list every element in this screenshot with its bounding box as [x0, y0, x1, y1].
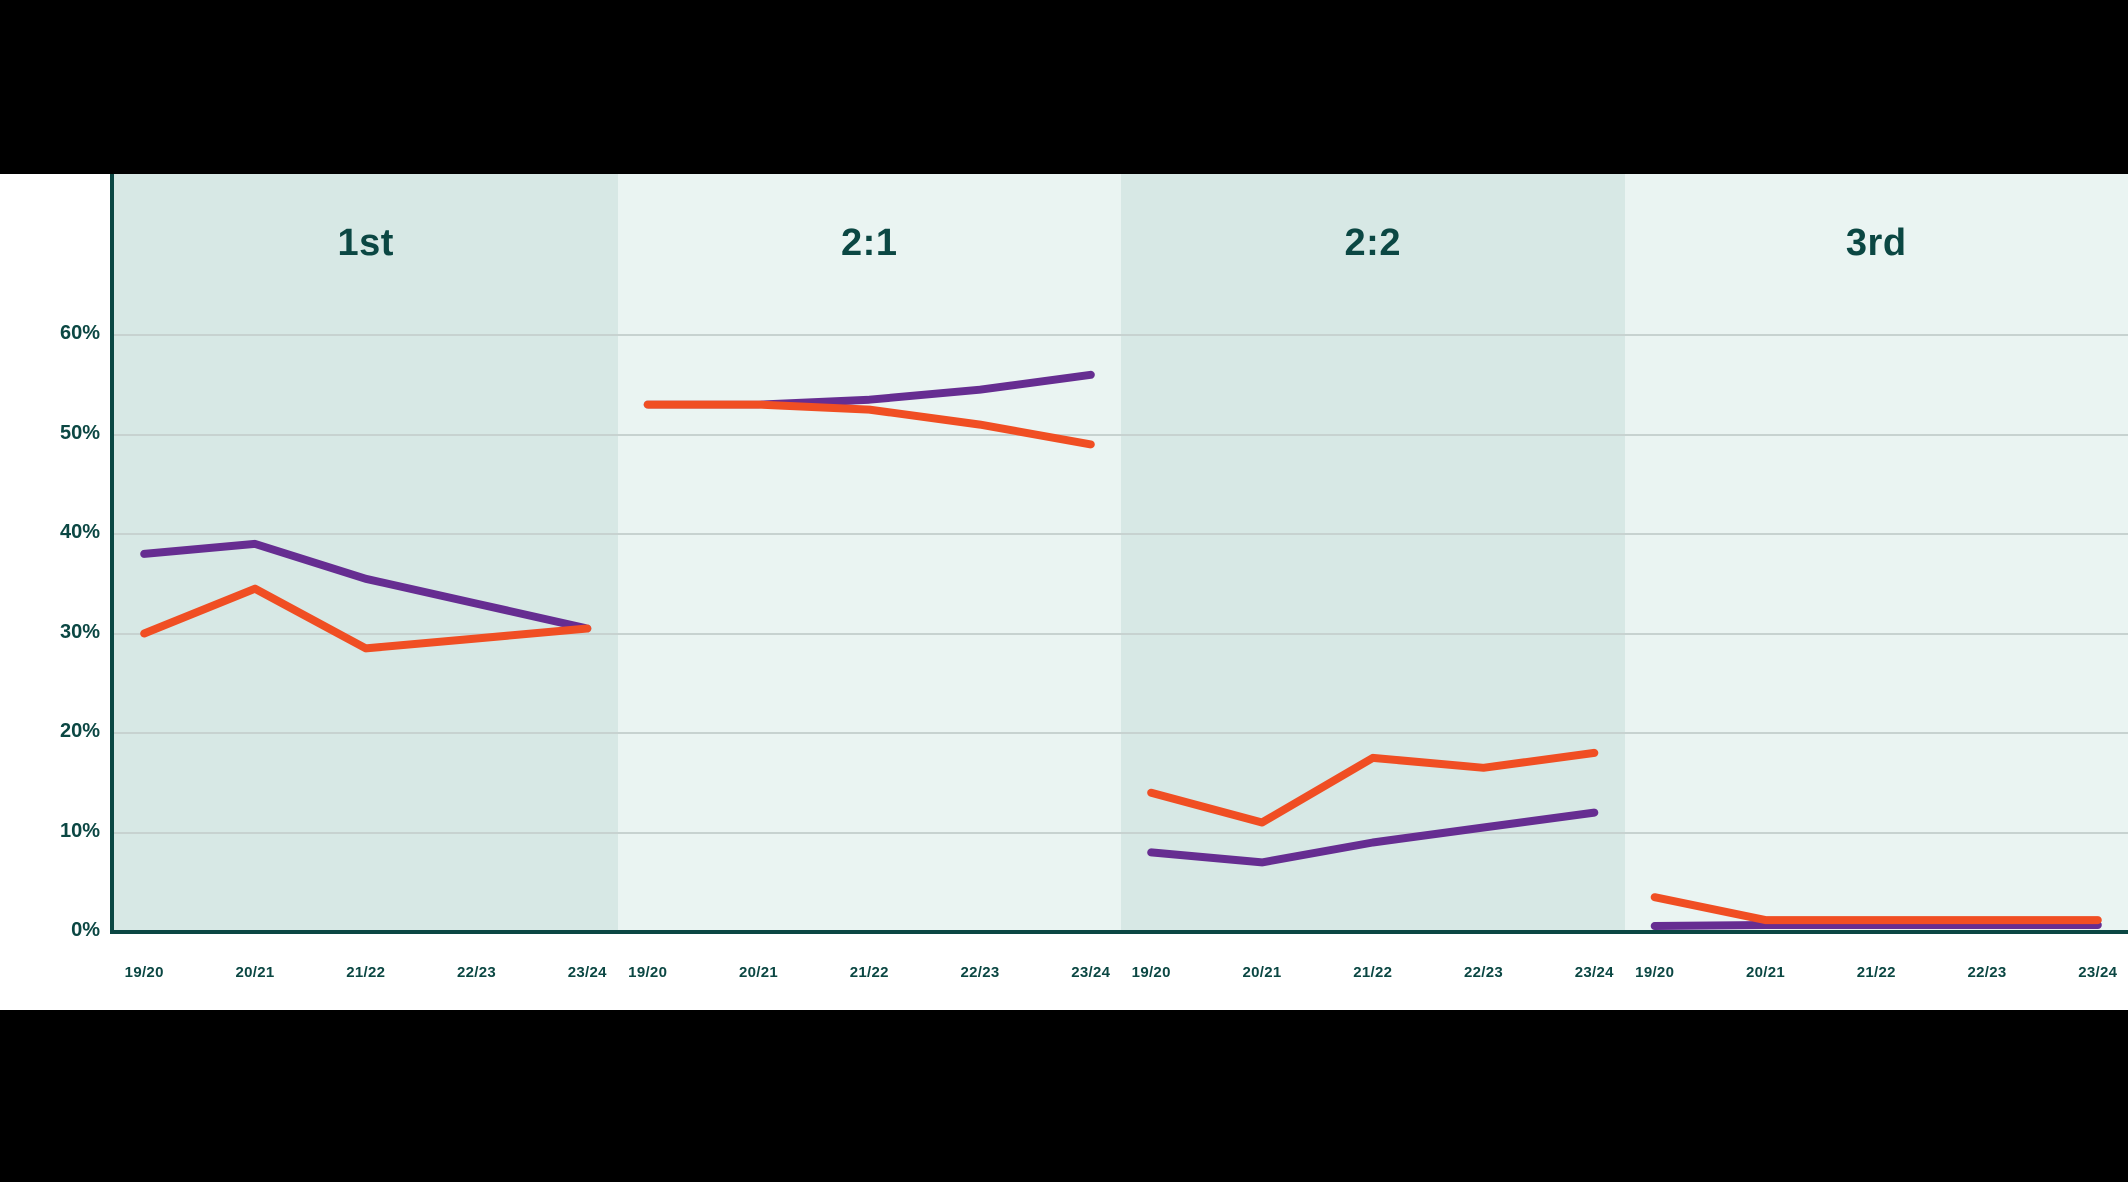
y-axis-label: 10%	[59, 819, 100, 842]
x-axis-label: 20/21	[1242, 964, 1282, 981]
panel-header: 1st	[337, 222, 394, 264]
x-axis-label: 20/21	[235, 964, 275, 981]
x-axis-label: 21/22	[1353, 964, 1393, 981]
panel-header: 3rd	[1845, 222, 1907, 264]
purple-line-panel-2	[1147, 808, 1599, 867]
gridline	[114, 632, 2128, 635]
x-axis-label: 21/22	[346, 964, 386, 981]
line-series-layer	[140, 370, 2102, 930]
x-axis-label: 19/20	[1131, 964, 1171, 981]
x-axis-label: 21/22	[1856, 964, 1896, 981]
purple-line-panel-3	[1650, 921, 2102, 930]
y-axis-label: 60%	[59, 322, 100, 344]
x-axis-label: 22/23	[1967, 964, 2007, 981]
y-axis-label: 40%	[59, 521, 100, 543]
x-axis-label: 19/20	[124, 964, 164, 981]
chart-card: 1st 2:1 2:2 3rd 60% 50% 40% 30% 20% 10% 0% 19/20 20…	[0, 174, 2128, 1010]
x-axis-line	[110, 930, 2128, 934]
orange-line-panel-0	[140, 584, 592, 653]
x-axis-label: 23/24	[2078, 964, 2118, 981]
orange-line-panel-1	[643, 400, 1095, 449]
y-axis-label: 50%	[59, 421, 100, 444]
panel-header: 2:1	[841, 222, 898, 264]
panel-header: 2:2	[1344, 222, 1401, 264]
chart-panel-background	[1624, 174, 2128, 932]
gridline	[114, 334, 2128, 336]
gridline	[114, 831, 2128, 834]
orange-line-panel-2	[1147, 748, 1599, 827]
x-axis-label: 20/21	[738, 964, 778, 981]
orange-line-panel-3	[1650, 893, 2102, 925]
purple-line-panel-1	[643, 370, 1095, 409]
y-axis-label: 0%	[71, 919, 100, 941]
x-axis-label: 20/21	[1745, 964, 1785, 981]
y-axis-line	[110, 174, 114, 934]
x-axis-label: 21/22	[849, 964, 889, 981]
y-axis-label: 30%	[59, 620, 100, 643]
x-axis-label: 22/23	[456, 964, 497, 981]
chart-panel-background	[617, 174, 1121, 932]
x-axis-label: 23/24	[567, 964, 607, 981]
x-axis-label: 19/20	[1635, 964, 1675, 981]
y-axis-label: 20%	[59, 720, 100, 742]
purple-line-panel-0	[140, 539, 592, 633]
gridline	[114, 433, 2128, 436]
x-axis-label: 19/20	[628, 964, 668, 981]
x-axis-label: 23/24	[1071, 964, 1111, 981]
x-axis-label: 22/23	[1463, 964, 1504, 981]
gridline	[114, 533, 2128, 535]
x-axis-label: 22/23	[960, 964, 1000, 981]
x-axis-label: 23/24	[1574, 964, 1614, 981]
plot-area: 1st 2:1 2:2 3rd	[114, 174, 2128, 932]
gridline	[114, 732, 2128, 734]
